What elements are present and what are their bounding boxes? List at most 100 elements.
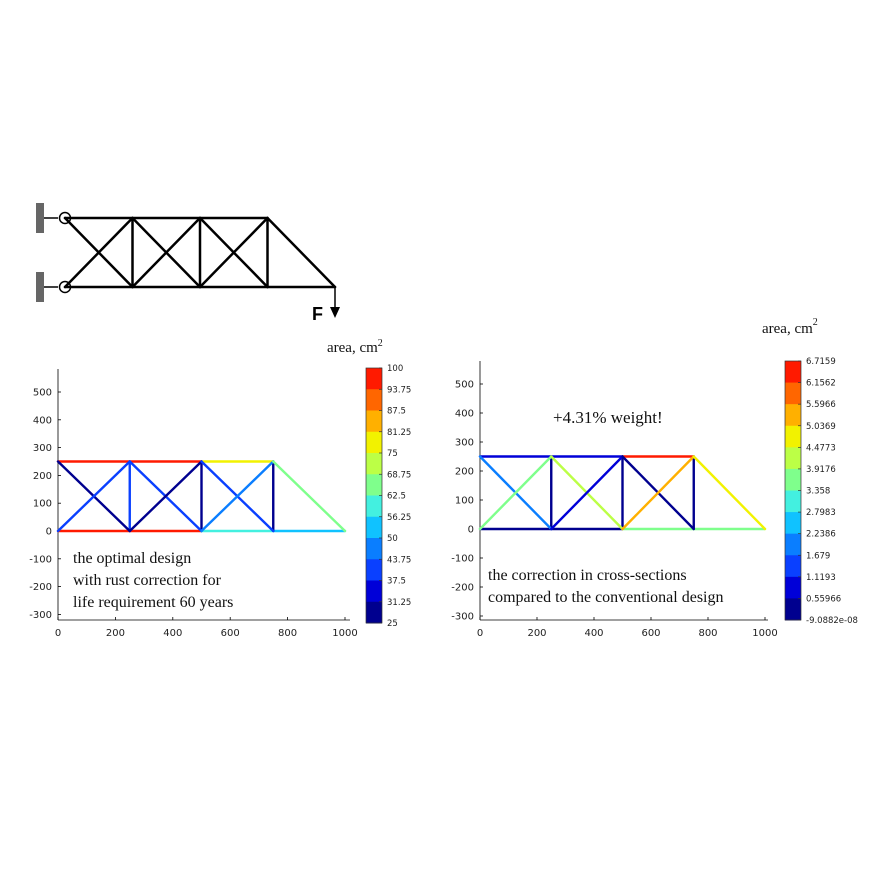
truss-members: [478, 455, 767, 531]
colorbar-band: [785, 533, 801, 556]
colorbar-tick-label: 5.5966: [806, 400, 836, 410]
truss-schematic: F: [36, 203, 340, 324]
y-tick-label: -200: [451, 583, 474, 594]
x-tick-label: 200: [106, 628, 125, 639]
colorbar-tick-label: 62.5: [387, 492, 406, 502]
weight-change-annotation: +4.31% weight!: [553, 408, 663, 427]
y-tick-label: 100: [455, 496, 474, 507]
y-tick-label: 0: [46, 527, 52, 538]
colorbar-tick-labels: 6.7159 6.1562 5.5966 5.0369 4.4773 3.9176 3.35…: [798, 357, 858, 626]
truss-member: [200, 460, 275, 533]
colorbar-band: [366, 474, 382, 496]
colorbar-band: [366, 559, 382, 581]
colorbar-title: area, cm2: [327, 338, 383, 356]
y-tick-label: -100: [451, 554, 474, 565]
colorbar-tick-label: 3.358: [806, 487, 830, 497]
x-tick-label: 800: [278, 628, 297, 639]
truss-member: [478, 455, 553, 531]
x-tick-label: 1000: [752, 628, 777, 639]
colorbar-title: area, cm2: [762, 317, 818, 337]
y-tick-label: -300: [451, 612, 474, 623]
colorbar-tick-label: 6.1562: [806, 379, 836, 389]
x-tick-label: 400: [163, 628, 182, 639]
x-tick-label: 800: [698, 628, 717, 639]
colorbar-tick-labels: 100 93.75 87.5 81.25 75 68.75 62.5 56.25 50 43.75…: [379, 364, 411, 629]
annotation-line-1: the optimal design: [73, 550, 191, 567]
colorbar-band: [785, 576, 801, 599]
force-label: F: [312, 304, 323, 324]
y-tick-label: -200: [29, 582, 52, 593]
colorbar-band: [785, 512, 801, 535]
colorbar-tick-label: 75: [387, 449, 398, 459]
y-tick-label: -300: [29, 610, 52, 621]
y-tick-label: 200: [33, 471, 52, 482]
colorbar-tick-label: 87.5: [387, 407, 406, 417]
colorbar-band: [785, 361, 801, 384]
colorbar-tick-label: 1.679: [806, 551, 830, 561]
colorbar-band: [366, 410, 382, 433]
colorbar-tick-label: 31.25: [387, 598, 411, 608]
colorbar-band: [366, 368, 382, 390]
chart-optimal-design: 0 200 400 600 800 1000 -300 -200 -100 0 100 200 300…: [29, 338, 411, 639]
colorbar-band: [785, 425, 801, 448]
colorbar-tick-label: 81.25: [387, 428, 411, 438]
y-tick-label: 400: [33, 415, 52, 426]
truss-member: [272, 460, 347, 533]
annotation-line-2: compared to the conventional design: [488, 589, 723, 606]
colorbar-tick-label: 50: [387, 534, 398, 544]
x-tick-labels: 0 200 400 600 800 1000: [55, 617, 358, 639]
colorbar-band: [366, 389, 382, 411]
y-tick-label: 100: [33, 499, 52, 510]
colorbar-band: [366, 495, 382, 518]
colorbar-band: [785, 490, 801, 513]
colorbar-band: [366, 453, 382, 475]
colorbar-band: [785, 555, 801, 578]
colorbar-tick-label: 6.7159: [806, 357, 836, 367]
annotation-line-1: the correction in cross-sections: [488, 567, 687, 584]
colorbar-tick-label: 0.55966: [806, 594, 841, 604]
y-tick-label: -100: [29, 554, 52, 565]
axes-box: [57, 369, 350, 621]
y-tick-label: 500: [33, 388, 52, 399]
colorbar-tick-label: 100: [387, 364, 403, 374]
y-tick-labels: -300 -200 -100 0 100 200 300 400 500: [451, 380, 483, 623]
colorbar-band: [366, 580, 382, 603]
x-tick-label: 600: [221, 628, 240, 639]
colorbar-tick-label: 43.75: [387, 555, 411, 565]
schematic-members: [63, 216, 337, 289]
y-tick-label: 500: [455, 380, 474, 391]
colorbar-tick-label: 68.75: [387, 470, 411, 480]
colorbar-tick-label: 93.75: [387, 385, 411, 395]
schematic-member: [131, 216, 202, 289]
colorbar: [365, 367, 383, 624]
y-tick-labels: -300 -200 -100 0 100 200 300 400 500: [29, 388, 61, 621]
y-tick-label: 200: [455, 467, 474, 478]
annotation-line-2: with rust correction for: [73, 572, 222, 589]
y-tick-label: 300: [33, 443, 52, 454]
colorbar-tick-label: 3.9176: [806, 465, 836, 475]
schematic-member: [198, 216, 269, 289]
x-tick-label: 600: [641, 628, 660, 639]
x-tick-labels: 0 200 400 600 800 1000: [477, 617, 778, 639]
truss-members: [56, 460, 347, 533]
colorbar-band: [785, 382, 801, 405]
colorbar-band: [785, 404, 801, 427]
colorbar-band: [366, 601, 382, 624]
x-tick-label: 1000: [332, 628, 357, 639]
y-tick-label: 300: [455, 438, 474, 449]
truss-member: [128, 460, 203, 533]
y-tick-label: 400: [455, 409, 474, 420]
colorbar-band: [785, 447, 801, 470]
colorbar-tick-label: 37.5: [387, 577, 406, 587]
colorbar-tick-label: -9.0882e-08: [806, 616, 858, 626]
x-tick-label: 400: [584, 628, 603, 639]
schematic-member: [266, 216, 337, 289]
colorbar-tick-label: 4.4773: [806, 443, 836, 453]
wall-hatch-top: [36, 203, 44, 233]
x-tick-label: 0: [55, 628, 61, 639]
colorbar-tick-label: 5.0369: [806, 422, 836, 432]
truss-member: [621, 455, 695, 531]
colorbar-band: [785, 598, 801, 621]
truss-member: [56, 460, 131, 533]
load-arrow-icon: [330, 307, 340, 318]
